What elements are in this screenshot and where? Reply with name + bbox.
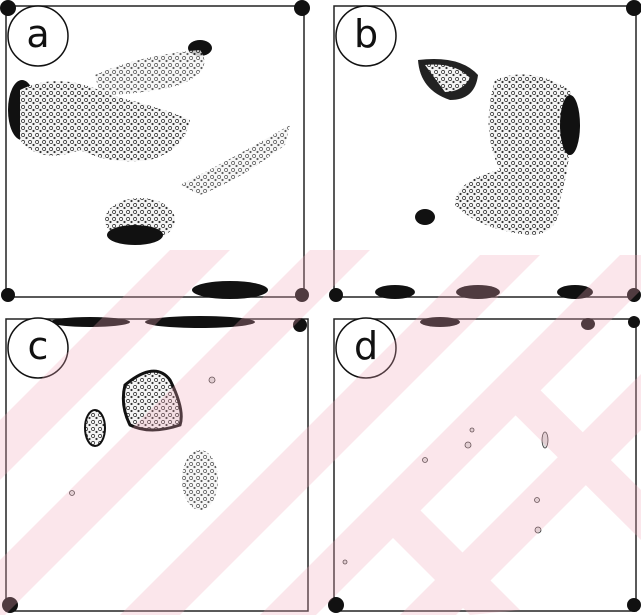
panel-a: a bbox=[0, 0, 310, 302]
panel-label: a bbox=[26, 12, 49, 56]
panel-d: d bbox=[328, 316, 641, 613]
figure: a b c d bbox=[0, 0, 641, 615]
panel-label: c bbox=[28, 324, 49, 368]
panel-c: c bbox=[2, 316, 308, 613]
panel-label: b bbox=[354, 12, 378, 56]
panel-b: b bbox=[329, 0, 641, 302]
panel-label: d bbox=[354, 324, 378, 368]
